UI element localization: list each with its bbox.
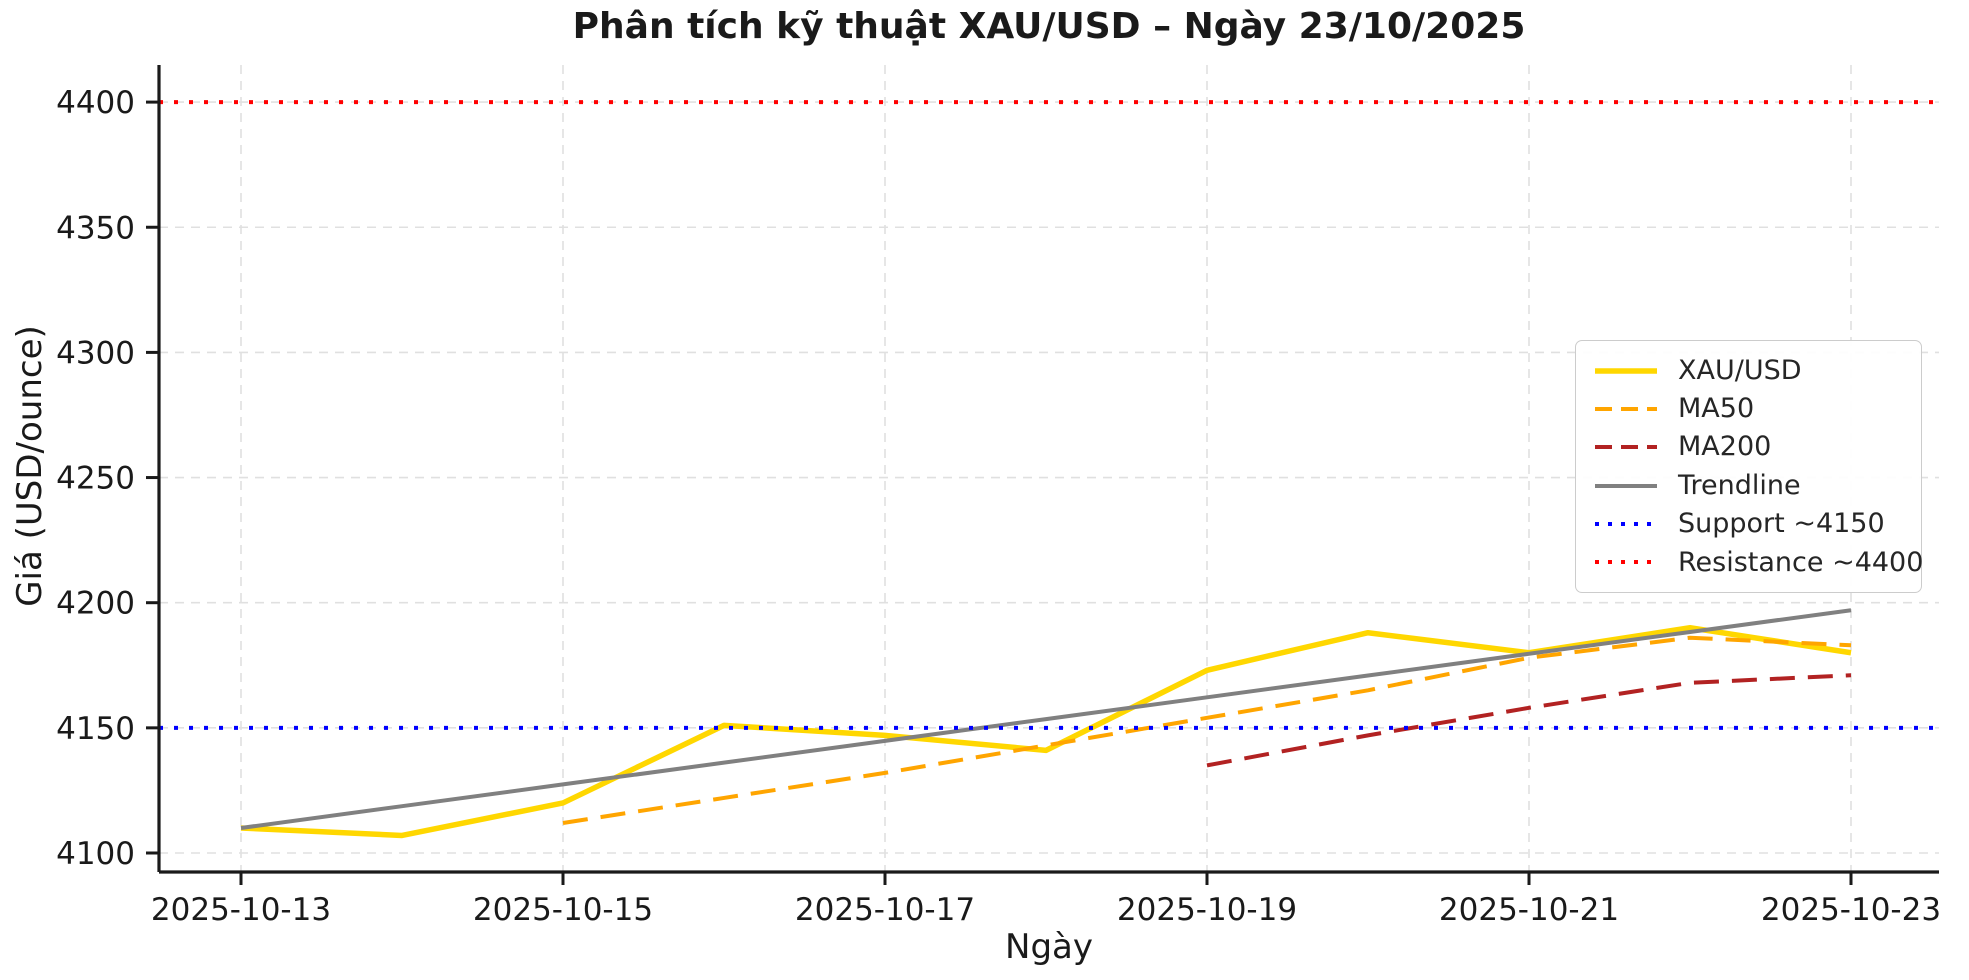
legend-swatch-dashed [1595, 445, 1657, 450]
chart-title: Phân tích kỹ thuật XAU/USD – Ngày 23/10/… [572, 6, 1526, 47]
legend-swatch-dotted [1595, 522, 1657, 527]
x-tick-label: 2025-10-23 [1761, 892, 1941, 928]
y-tick-label: 4300 [56, 335, 135, 371]
y-axis-label: Giá (USD/ounce) [10, 325, 50, 607]
y-tick-label: 4250 [56, 461, 135, 497]
legend-label: Support ~4150 [1678, 508, 1885, 540]
line-ma50 [562, 635, 1852, 825]
legend-swatch-dashed [1595, 406, 1657, 411]
line-xau-usd [240, 624, 1852, 839]
x-tick-label: 2025-10-21 [1439, 892, 1619, 928]
y-tick-label: 4100 [56, 836, 135, 872]
line-ma200 [1206, 673, 1852, 768]
x-tick-label: 2025-10-15 [473, 892, 653, 928]
legend-label: XAU/USD [1678, 354, 1802, 386]
y-tick-label: 4150 [56, 711, 135, 747]
x-tick-label: 2025-10-13 [151, 892, 331, 928]
legend-swatch-solid [1595, 483, 1657, 488]
legend-label: Trendline [1678, 469, 1801, 501]
legend-item: Support ~4150 [1594, 509, 1903, 539]
legend-item: XAU/USD [1594, 354, 1903, 386]
y-tick-label: 4200 [56, 586, 135, 622]
y-tick-label: 4350 [56, 210, 135, 246]
legend-item: MA200 [1594, 432, 1903, 462]
legend: XAU/USD MA50 MA200 Trendline Support ~4150 Re… [1575, 340, 1923, 593]
legend-swatch-dotted [1595, 560, 1657, 565]
x-tick-label: 2025-10-19 [1117, 892, 1297, 928]
legend-label: MA200 [1678, 431, 1772, 463]
legend-swatch-solid [1595, 367, 1657, 374]
line-trendline [240, 608, 1852, 830]
legend-item: MA50 [1594, 394, 1903, 424]
x-axis-label: Ngày [1005, 927, 1093, 967]
y-tick-label: 4400 [56, 85, 135, 121]
x-tick-label: 2025-10-17 [795, 892, 975, 928]
legend-item: Trendline [1594, 471, 1903, 501]
legend-item: Resistance ~4400 [1594, 547, 1923, 578]
legend-label: MA50 [1678, 393, 1755, 425]
legend-label: Resistance ~4400 [1678, 546, 1924, 578]
